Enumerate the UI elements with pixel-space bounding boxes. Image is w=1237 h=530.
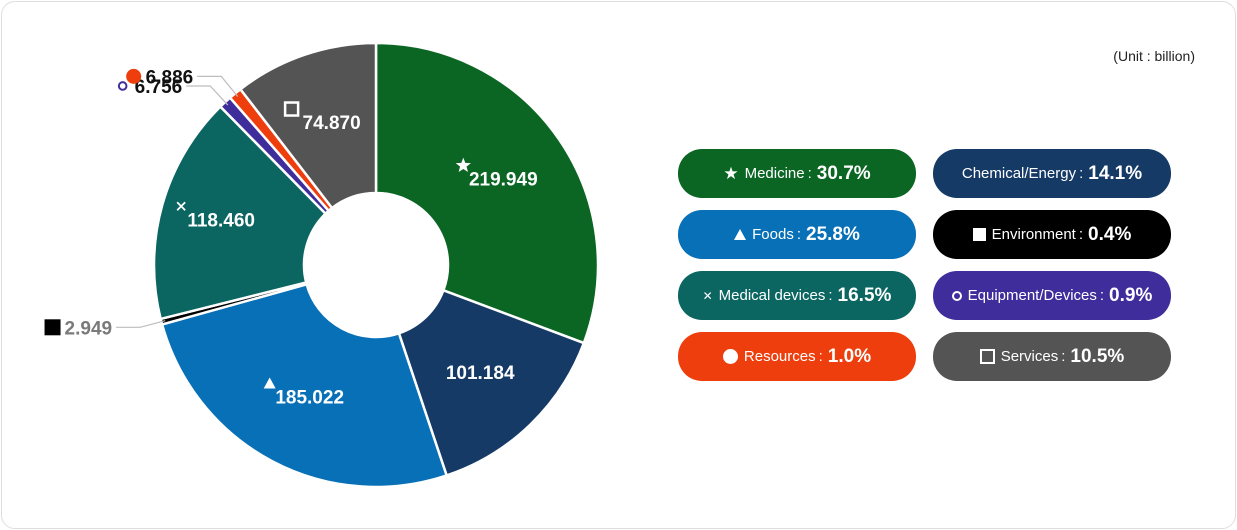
star-icon: ★ bbox=[723, 164, 739, 183]
legend-item-medical-devices: ✕ Medical devices:16.5% bbox=[678, 271, 916, 320]
open-square-icon bbox=[283, 101, 300, 117]
legend-item-environment: Environment:0.4% bbox=[933, 210, 1171, 259]
legend-separator: : bbox=[1079, 165, 1084, 182]
slice-services bbox=[238, 41, 378, 210]
legend-label: Equipment/Devices bbox=[967, 287, 1097, 304]
slice-chemical-energy bbox=[397, 288, 586, 478]
legend-item-equipment-devices: Equipment/Devices:0.9% bbox=[933, 271, 1171, 320]
slice-foods bbox=[160, 282, 449, 489]
filled-circle-icon bbox=[126, 68, 142, 84]
open-square-icon bbox=[979, 349, 995, 364]
slice-medical-devices bbox=[152, 104, 328, 321]
filled-circle-icon bbox=[722, 349, 738, 364]
legend-percent: 14.1% bbox=[1088, 162, 1143, 184]
legend-label: Medical devices bbox=[718, 287, 826, 304]
legend-percent: 10.5% bbox=[1070, 345, 1125, 367]
legend-separator: : bbox=[818, 348, 823, 365]
data-label-equipment-devices: 6.756 bbox=[135, 77, 183, 98]
legend-item-medicine: ★ Medicine:30.7% bbox=[678, 149, 916, 198]
legend-percent: 0.4% bbox=[1088, 223, 1132, 245]
slice-medicine bbox=[374, 41, 600, 345]
legend-separator: : bbox=[1099, 287, 1105, 304]
ring-icon bbox=[117, 81, 128, 91]
filled-square-icon bbox=[972, 228, 986, 241]
leader-line bbox=[197, 75, 239, 97]
legend-separator: : bbox=[1078, 226, 1084, 243]
data-label-resources: 6.886 bbox=[146, 67, 194, 88]
legend-separator: : bbox=[1061, 348, 1066, 365]
legend-item-foods: Foods:25.8% bbox=[678, 210, 916, 259]
data-label-medical-devices: 118.460 bbox=[187, 210, 255, 231]
legend-label: Services bbox=[1000, 348, 1059, 365]
cross-icon bbox=[176, 201, 186, 211]
leader-line bbox=[116, 320, 166, 328]
legend-separator: : bbox=[796, 226, 801, 243]
legend-label: Environment bbox=[991, 226, 1076, 243]
data-label-foods: 185.022 bbox=[275, 387, 344, 408]
legend-percent: 30.7% bbox=[816, 162, 871, 184]
data-label-services: 74.870 bbox=[303, 113, 361, 134]
cross-icon: ✕ bbox=[702, 288, 713, 303]
data-label-environment: 2.949 bbox=[65, 318, 113, 339]
data-label-chemical-energy: 101.184 bbox=[446, 363, 515, 384]
legend-percent: 16.5% bbox=[837, 284, 892, 306]
legend: ★ Medicine:30.7% Chemical/Energy:14.1% Food… bbox=[678, 149, 1171, 381]
triangle-icon bbox=[263, 377, 276, 389]
legend-item-resources: Resources:1.0% bbox=[678, 332, 916, 381]
legend-percent: 25.8% bbox=[806, 223, 860, 245]
triangle-icon bbox=[734, 229, 747, 240]
legend-label: Medicine bbox=[744, 165, 805, 182]
legend-separator: : bbox=[828, 287, 833, 304]
ring-icon bbox=[951, 290, 962, 301]
legend-label: Chemical/Energy bbox=[961, 165, 1077, 182]
legend-item-services: Services:10.5% bbox=[933, 332, 1171, 381]
filled-square-icon bbox=[44, 319, 61, 336]
legend-label: Resources bbox=[743, 348, 816, 365]
unit-note: (Unit : billion) bbox=[1113, 48, 1195, 64]
star-icon bbox=[455, 157, 471, 173]
legend-item-chemical-energy: Chemical/Energy:14.1% bbox=[933, 149, 1171, 198]
data-label-medicine: 219.949 bbox=[469, 170, 538, 191]
legend-label: Foods bbox=[752, 226, 794, 243]
legend-separator: : bbox=[807, 165, 812, 182]
legend-percent: 0.9% bbox=[1109, 284, 1153, 306]
leader-line bbox=[186, 85, 229, 106]
legend-percent: 1.0% bbox=[827, 345, 872, 367]
